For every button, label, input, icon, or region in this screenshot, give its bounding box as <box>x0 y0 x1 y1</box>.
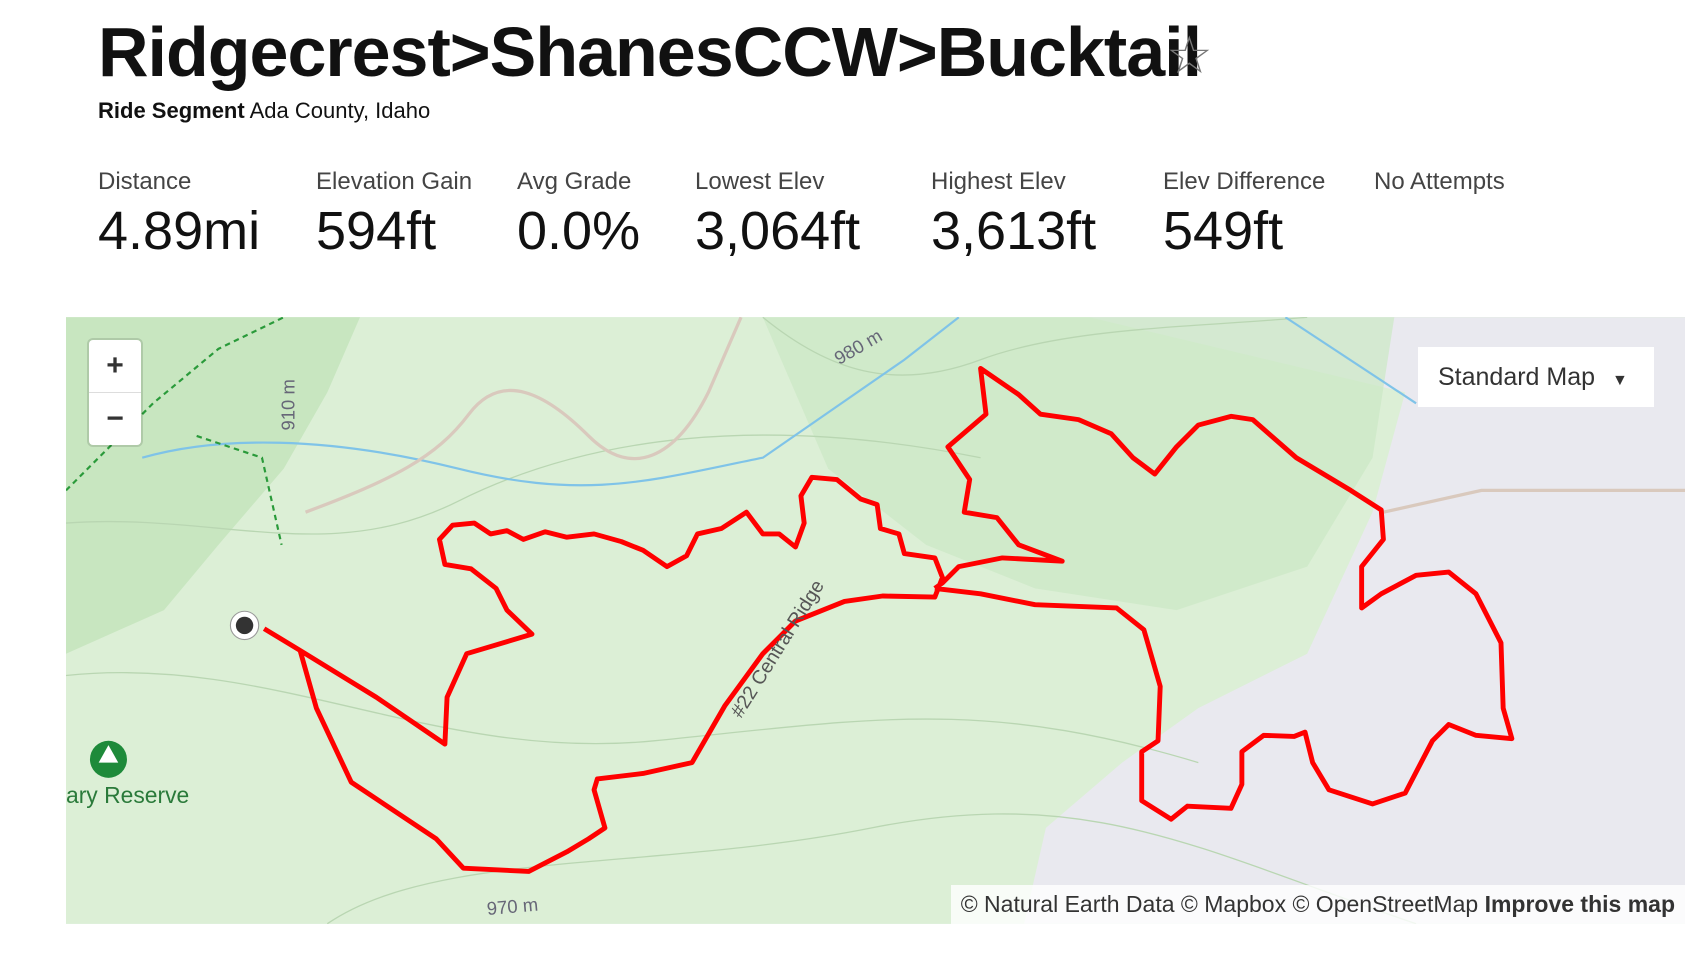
location: Ada County, Idaho <box>249 98 431 123</box>
map-label: 910 m <box>278 379 299 430</box>
map-label: 970 m <box>486 894 539 919</box>
attribution-text: © Natural Earth Data © Mapbox © OpenStre… <box>960 891 1479 917</box>
stat-label: Lowest Elev <box>695 168 825 195</box>
zoom-out[interactable]: − <box>106 402 124 435</box>
stat-value: 4.89mi <box>98 201 261 261</box>
improve-link[interactable]: Improve this map <box>1484 891 1675 917</box>
segment-type: Ride Segment <box>98 98 245 123</box>
subtitle: Ride Segment Ada County, Idaho <box>98 98 430 124</box>
stat-label: Elev Difference <box>1163 168 1326 195</box>
attribution: © Natural Earth Data © Mapbox © OpenStre… <box>950 885 1685 924</box>
map-style: Standard Map <box>1438 363 1596 391</box>
map[interactable]: 980 m 910 m 970 m #22 Central Ridge ary … <box>66 317 1685 924</box>
stat-label: Elevation Gain <box>316 168 473 195</box>
stat-value: 594ft <box>316 201 437 261</box>
zoom-in[interactable]: + <box>89 340 141 393</box>
star-button[interactable]: ☆ <box>1166 26 1213 86</box>
stat-label: Avg Grade <box>517 168 632 195</box>
zoom-controls: + − <box>89 340 141 445</box>
stat-label: Distance <box>98 168 192 195</box>
stat-value: 3,064ft <box>695 201 861 261</box>
map-label: ary Reserve <box>66 782 189 808</box>
map-canvas: 980 m 910 m 970 m #22 Central Ridge ary … <box>66 317 1685 924</box>
stat-value: 0.0% <box>517 201 641 261</box>
stat-value: 549ft <box>1163 201 1284 261</box>
stat-value: 3,613ft <box>931 201 1097 261</box>
stat-label: Highest Elev <box>931 168 1066 195</box>
stat-label: No Attempts <box>1374 168 1505 195</box>
map-style-dropdown[interactable]: Standard Map ▼ <box>1418 347 1654 407</box>
segment-title: Ridgecrest>ShanesCCW>Bucktail <box>98 13 1202 91</box>
